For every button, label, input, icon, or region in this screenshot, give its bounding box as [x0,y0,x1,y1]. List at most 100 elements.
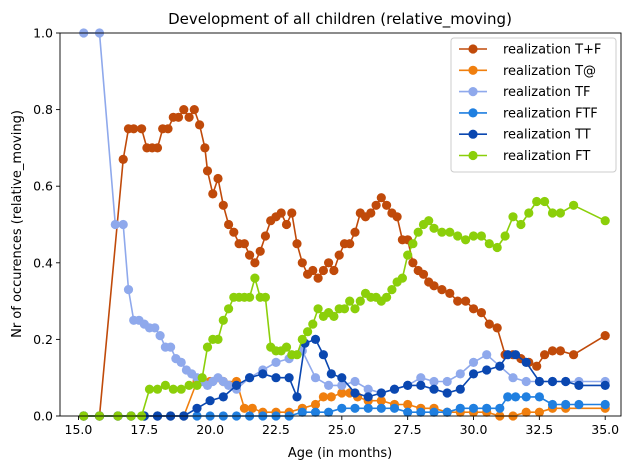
y-tick-label: 0.0 [33,409,53,424]
data-point [303,327,313,337]
data-point [118,219,128,230]
data-point [453,231,463,241]
y-tick-label: 0.8 [33,102,53,117]
data-point [292,392,302,402]
data-point [192,380,202,390]
data-point [239,403,249,413]
series-layer [79,28,610,421]
x-tick-label: 25.0 [328,422,356,437]
data-point [492,242,502,253]
data-point [144,384,155,394]
data-point [205,396,215,406]
data-point [416,407,426,417]
data-point [350,304,360,314]
data-point [532,196,542,207]
data-point [297,334,307,344]
data-point [324,258,334,268]
x-axis-ticks: 15.0 17.5 20.0 22.5 25.0 27.5 30.0 32.5 35.0 [65,416,619,437]
data-point [287,208,297,218]
legend-swatch-marker [468,108,478,118]
data-point [382,200,392,210]
data-point [503,350,513,360]
data-point [231,380,242,390]
data-point [189,105,199,115]
legend-label: realization TF [503,85,591,100]
data-point [510,350,521,360]
legend-label: realization FT [503,149,590,164]
data-point [508,212,518,222]
data-point [250,258,260,268]
data-point [429,223,439,233]
data-point [387,285,397,295]
data-point [376,388,386,398]
data-point [453,296,463,306]
data-point [429,376,439,387]
data-point [521,376,531,387]
data-point [416,373,426,383]
data-point [218,315,228,325]
data-point [413,227,423,237]
data-point [476,308,486,318]
data-point [350,227,360,237]
data-point [403,380,413,390]
data-point [569,350,579,360]
legend-box [450,37,617,173]
data-point [442,376,452,387]
data-point [318,265,328,276]
legend-label: realization T@ [503,64,596,79]
data-point [271,357,281,367]
data-point [245,373,255,383]
data-point [555,208,566,218]
data-point [376,403,386,413]
data-point [403,399,413,410]
data-point [200,143,210,153]
data-point [392,212,402,222]
data-point [403,250,413,260]
data-point [255,246,265,256]
data-point [245,250,255,260]
data-point [600,380,610,390]
data-point [197,373,207,383]
data-point [503,392,513,402]
data-point [224,219,234,230]
legend-swatch-marker [468,129,478,139]
data-point [318,392,328,402]
data-point [363,392,373,402]
legend-entry: realization FTF [459,106,598,121]
data-point [468,231,479,241]
y-tick-label: 0.4 [33,255,53,270]
data-point [371,200,381,210]
data-point [163,124,173,134]
data-point [521,357,531,367]
data-point [152,143,163,153]
data-point [476,231,486,241]
data-point [297,258,307,268]
data-point [547,376,558,387]
data-point [574,399,584,410]
data-point [334,250,344,260]
data-point [484,239,494,249]
data-point [123,285,134,295]
data-point [416,380,426,390]
data-point [345,296,355,306]
data-point [482,403,492,413]
data-point [574,380,584,390]
legend-entry: realization T@ [459,64,596,79]
data-point [468,403,479,413]
data-point [350,403,360,413]
data-point [218,392,228,402]
data-point [284,373,294,383]
data-point [437,285,447,295]
data-point [424,216,434,226]
data-point [521,392,531,402]
data-point [516,219,526,230]
x-tick-label: 22.5 [262,422,290,437]
data-point [150,323,160,333]
data-point [534,376,545,387]
data-point [155,331,165,341]
data-point [561,399,571,410]
data-point [202,342,213,352]
data-point [329,311,339,321]
data-point [461,235,471,245]
data-point [524,208,534,218]
